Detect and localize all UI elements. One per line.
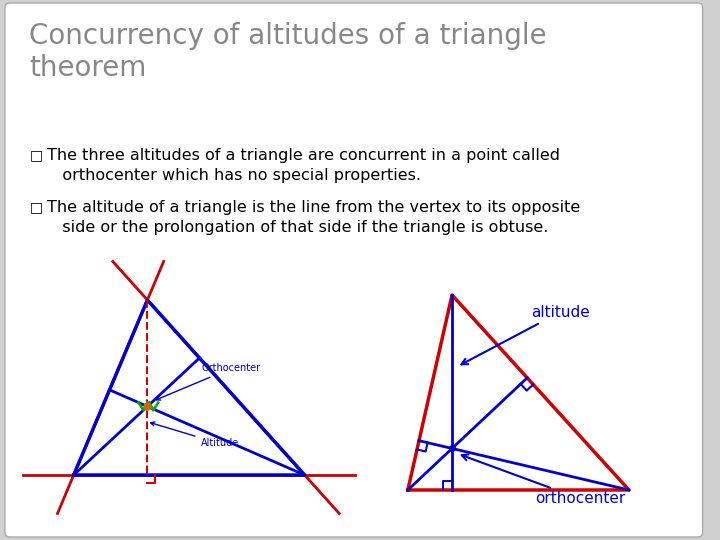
Text: altitude: altitude <box>462 305 590 364</box>
Text: Altitude: Altitude <box>150 422 239 449</box>
Text: The altitude of a triangle is the line from the vertex to its opposite
   side o: The altitude of a triangle is the line f… <box>48 200 580 235</box>
Text: □: □ <box>30 148 42 162</box>
Text: orthocenter: orthocenter <box>462 455 626 507</box>
Text: The three altitudes of a triangle are concurrent in a point called
   orthocente: The three altitudes of a triangle are co… <box>48 148 560 183</box>
Text: Concurrency of altitudes of a triangle
theorem: Concurrency of altitudes of a triangle t… <box>30 22 547 83</box>
Text: Orthocenter: Orthocenter <box>156 363 261 400</box>
FancyBboxPatch shape <box>5 3 703 537</box>
Text: □: □ <box>30 200 42 214</box>
